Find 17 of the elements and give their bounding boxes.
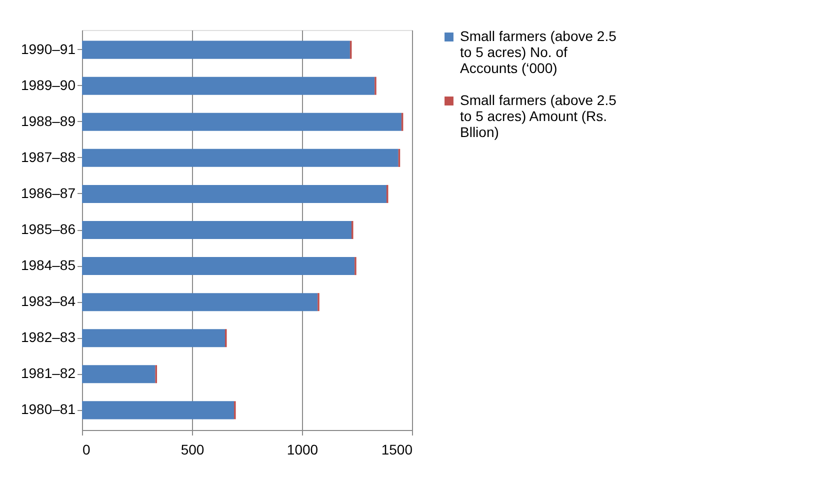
y-tick-label: 1982–83 — [20, 329, 76, 346]
y-tick-label: 1987–88 — [20, 148, 76, 165]
y-tick-label: 1981–82 — [20, 365, 76, 382]
y-tick-label: 1990–91 — [20, 40, 76, 57]
x-tick-label: 1000 — [286, 442, 318, 458]
y-tick-label: 1984–85 — [20, 257, 76, 274]
y-tick-label: 1985–86 — [20, 221, 76, 237]
y-tick-label: 1986–87 — [20, 184, 76, 201]
legend-label: Small farmers (above 2.5 to 5 acres) Amount (Rs. Bllion) — [460, 92, 617, 140]
legend-label: Small farmers (above 2.5 to 5 acres) No. of Accounts (‘000) — [460, 28, 617, 76]
x-tick-label: 500 — [180, 442, 204, 458]
y-tick-label: 1988–89 — [20, 112, 76, 129]
y-tick-label: 1983–84 — [20, 293, 76, 310]
y-tick-label: 1980–81 — [20, 401, 76, 418]
x-tick-label: 0 — [82, 442, 90, 458]
x-tick-label: 1500 — [381, 442, 413, 458]
y-tick-label: 1989–90 — [20, 76, 76, 93]
